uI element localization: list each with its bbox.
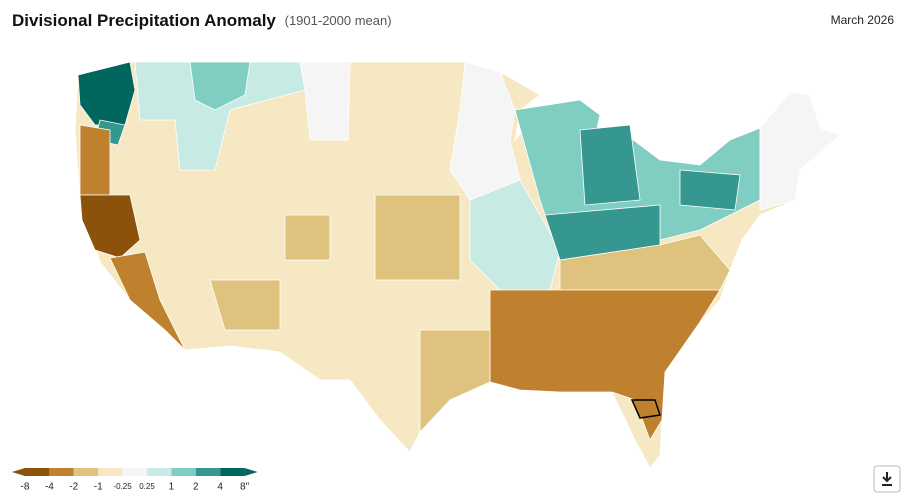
region: [209, 279, 281, 331]
legend-label: -2: [69, 482, 78, 493]
legend-arrow: [12, 468, 25, 476]
legend-swatch: [147, 468, 172, 476]
legend-label: 0.25: [139, 482, 155, 491]
region: [374, 194, 461, 281]
region: [299, 61, 351, 141]
legend: -8 -4 -2 -1 -0.25 0.25 1 2 4 8": [12, 468, 258, 493]
legend-label: -0.25: [113, 482, 132, 491]
download-icon: [882, 472, 892, 486]
legend-label: -4: [45, 482, 54, 493]
map: [74, 61, 841, 469]
region: [759, 91, 841, 211]
region: [579, 124, 641, 206]
legend-swatch: [220, 468, 245, 476]
region: [189, 61, 251, 111]
region: [679, 169, 741, 211]
legend-swatch: [25, 468, 50, 476]
region: [419, 329, 491, 434]
legend-swatch: [171, 468, 196, 476]
legend-label: 8": [240, 482, 250, 493]
legend-label: -8: [21, 482, 30, 493]
download-button[interactable]: [873, 465, 901, 493]
legend-label: 2: [193, 482, 199, 493]
legend-label: 1: [169, 482, 175, 493]
legend-swatch: [98, 468, 123, 476]
legend-swatch: [49, 468, 74, 476]
region: [284, 214, 331, 261]
date: March 2026: [831, 13, 895, 27]
title: Divisional Precipitation Anomaly: [12, 11, 276, 30]
header: Divisional Precipitation Anomaly (1901-2…: [12, 11, 392, 30]
highlighted-division: [630, 399, 661, 419]
legend-label: 4: [217, 482, 223, 493]
legend-swatch: [122, 468, 147, 476]
region: [79, 124, 111, 196]
legend-swatch: [73, 468, 99, 476]
legend-arrow: [244, 468, 258, 476]
legend-swatch: [195, 468, 221, 476]
legend-label: -1: [94, 482, 103, 493]
region: [489, 289, 721, 441]
subtitle: (1901-2000 mean): [285, 13, 392, 28]
region: [109, 251, 186, 351]
